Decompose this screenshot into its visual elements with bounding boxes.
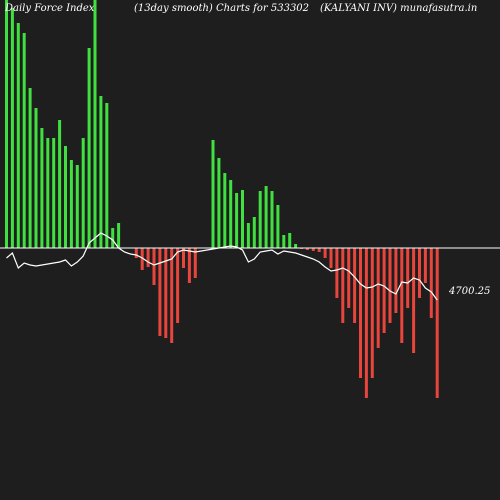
negative-bar <box>317 248 321 252</box>
negative-bar <box>364 248 368 398</box>
positive-bar <box>58 120 62 248</box>
positive-bar <box>117 223 121 248</box>
negative-bar <box>311 248 315 251</box>
negative-bar <box>370 248 374 378</box>
positive-bar <box>75 165 79 248</box>
positive-bar <box>16 23 20 248</box>
positive-bar <box>264 186 268 248</box>
positive-bar <box>5 0 8 248</box>
bars-group <box>5 0 439 398</box>
value-label: 4700.25 <box>448 286 490 297</box>
negative-bar <box>158 248 162 336</box>
negative-bar <box>164 248 168 338</box>
positive-bar <box>111 228 115 248</box>
header-middle: (13day smooth) Charts for 533302 <box>134 3 309 14</box>
positive-bar <box>69 160 73 248</box>
negative-bar <box>323 248 327 258</box>
negative-bar <box>418 248 421 298</box>
header-right: (KALYANI INV) munafasutra.in <box>320 3 477 14</box>
negative-bar <box>335 248 339 298</box>
negative-bar <box>134 248 138 258</box>
positive-bar <box>64 146 67 248</box>
negative-bar <box>305 248 309 250</box>
negative-bar <box>341 248 345 323</box>
negative-bar <box>182 248 185 268</box>
header-left: Daily Force Index <box>4 3 95 14</box>
positive-bar <box>211 140 215 248</box>
negative-bar <box>353 248 357 323</box>
negative-bar <box>347 248 351 308</box>
positive-bar <box>10 8 14 248</box>
negative-bar <box>140 248 144 270</box>
negative-bar <box>394 248 398 313</box>
positive-bar <box>34 108 38 248</box>
positive-bar <box>28 88 32 248</box>
positive-bar <box>52 138 56 248</box>
negative-bar <box>388 248 392 323</box>
positive-bar <box>258 191 262 248</box>
positive-bar <box>282 235 286 248</box>
negative-bar <box>146 248 150 267</box>
negative-bar <box>170 248 174 343</box>
positive-bar <box>22 33 26 248</box>
negative-bar <box>187 248 191 283</box>
negative-bar <box>406 248 410 308</box>
positive-bar <box>246 223 250 248</box>
positive-bar <box>105 103 109 248</box>
negative-bar <box>176 248 180 323</box>
positive-bar <box>252 217 256 248</box>
positive-bar <box>46 138 50 248</box>
negative-bar <box>329 248 333 268</box>
negative-bar <box>400 248 404 343</box>
positive-bar <box>93 0 97 248</box>
positive-bar <box>217 158 221 248</box>
positive-bar <box>294 244 298 248</box>
positive-bar <box>235 193 239 248</box>
negative-bar <box>423 248 427 283</box>
positive-bar <box>241 190 244 248</box>
positive-bar <box>270 191 274 248</box>
positive-bar <box>229 180 233 248</box>
positive-bar <box>87 48 91 248</box>
positive-bar <box>276 205 280 248</box>
negative-bar <box>152 248 156 285</box>
positive-bar <box>81 138 85 248</box>
negative-bar <box>435 248 439 398</box>
negative-bar <box>382 248 386 333</box>
smooth-line <box>6 232 438 301</box>
negative-bar <box>376 248 380 348</box>
negative-bar <box>429 248 433 318</box>
negative-bar <box>193 248 197 278</box>
negative-bar <box>412 248 416 353</box>
negative-bar <box>359 248 362 378</box>
positive-bar <box>223 173 227 248</box>
positive-bar <box>99 96 103 248</box>
positive-bar <box>40 128 44 248</box>
positive-bar <box>288 233 292 248</box>
